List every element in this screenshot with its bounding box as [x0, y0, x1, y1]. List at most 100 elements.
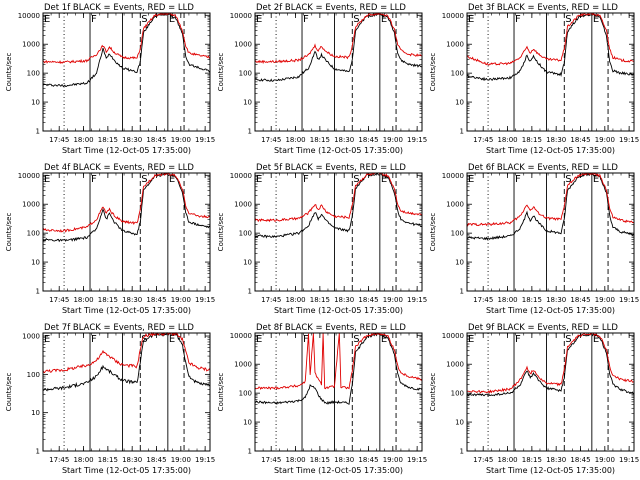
x-tick-label: 19:15 — [407, 296, 427, 304]
x-tick-label: 17:45 — [49, 456, 69, 464]
plot-frame — [466, 12, 635, 132]
x-tick-label: 18:45 — [146, 136, 166, 144]
x-tick-label: 17:45 — [261, 136, 281, 144]
y-tick-label: 100 — [27, 230, 40, 238]
y-axis-label: Counts/sec — [429, 53, 437, 92]
x-tick-label: 19:15 — [619, 296, 639, 304]
panel-title: Det 7f BLACK = Events, RED = LLD — [44, 323, 194, 333]
x-tick-label: 18:15 — [98, 296, 118, 304]
series-lld-line — [466, 12, 635, 66]
x-axis-label: Start Time (12-Oct-05 17:35:00) — [62, 466, 191, 475]
y-tick-label: 100 — [27, 70, 40, 78]
x-tick-label: 18:00 — [73, 296, 93, 304]
y-axis-label: Counts/sec — [217, 53, 225, 92]
y-tick-label: 10000 — [230, 332, 252, 340]
marker-label: E — [468, 174, 474, 185]
y-axis-label: Counts/sec — [5, 213, 13, 252]
x-tick-label: 19:15 — [195, 456, 215, 464]
y-tick-label: 1000 — [446, 361, 464, 369]
marker-label: E — [256, 174, 262, 185]
y-tick-label: 100 — [27, 371, 40, 379]
x-tick-label: 17:45 — [261, 296, 281, 304]
x-tick-label: 19:00 — [595, 296, 615, 304]
x-tick-label: 19:00 — [383, 456, 403, 464]
y-tick-label: 1 — [460, 128, 464, 136]
y-tick-label: 100 — [239, 390, 252, 398]
x-tick-label: 18:15 — [310, 296, 330, 304]
x-tick-label: 17:45 — [473, 136, 493, 144]
y-axis-label: Counts/sec — [429, 213, 437, 252]
x-tick-label: 17:45 — [261, 456, 281, 464]
marker-label: F — [303, 174, 309, 185]
marker-label: E — [593, 174, 599, 185]
marker-label: S — [353, 334, 359, 345]
x-tick-label: 18:30 — [122, 296, 142, 304]
x-axis-label: Start Time (12-Oct-05 17:35:00) — [62, 306, 191, 315]
panel-det-1: Det 1f BLACK = Events, RED = LLD Counts/s… — [5, 3, 215, 155]
x-tick-label: 18:15 — [98, 456, 118, 464]
plot-frame — [42, 172, 211, 292]
x-tick-label: 18:00 — [73, 456, 93, 464]
panel-title: Det 1f BLACK = Events, RED = LLD — [44, 3, 194, 13]
marker-label: S — [565, 334, 571, 345]
y-tick-label: 10 — [243, 259, 252, 267]
x-tick-label: 18:00 — [497, 456, 517, 464]
marker-label: F — [91, 14, 97, 25]
marker-label: S — [565, 14, 571, 25]
x-tick-label: 18:30 — [546, 136, 566, 144]
x-tick-label: 19:15 — [407, 136, 427, 144]
marker-label: S — [141, 174, 147, 185]
x-axis-label: Start Time (12-Oct-05 17:35:00) — [274, 466, 403, 475]
series-lld-line — [42, 331, 211, 374]
y-axis-label: Counts/sec — [429, 373, 437, 412]
x-tick-label: 18:30 — [546, 456, 566, 464]
x-tick-label: 19:00 — [171, 456, 191, 464]
marker-label: F — [303, 334, 309, 345]
series-events-line — [42, 172, 211, 243]
y-tick-label: 1000 — [22, 201, 40, 209]
marker-label: E — [593, 334, 599, 345]
x-tick-label: 17:45 — [49, 296, 69, 304]
plot-frame — [42, 12, 211, 132]
y-tick-label: 1 — [460, 288, 464, 296]
x-tick-label: 18:15 — [98, 136, 118, 144]
x-tick-label: 18:30 — [334, 456, 354, 464]
x-tick-label: 18:30 — [334, 136, 354, 144]
panel-det-6: Det 6f BLACK = Events, RED = LLD Counts/s… — [429, 163, 639, 315]
marker-label: E — [44, 14, 50, 25]
series-lld-line — [254, 172, 423, 223]
x-axis-label: Start Time (12-Oct-05 17:35:00) — [486, 146, 615, 155]
plot-frame — [254, 332, 423, 452]
panel-title: Det 9f BLACK = Events, RED = LLD — [468, 323, 618, 333]
marker-label: E — [468, 334, 474, 345]
x-tick-label: 18:30 — [546, 296, 566, 304]
y-tick-label: 10 — [31, 409, 40, 417]
x-tick-label: 19:15 — [195, 136, 215, 144]
series-lld-line — [254, 332, 423, 391]
marker-label: S — [353, 174, 359, 185]
marker-label: E — [593, 14, 599, 25]
y-tick-label: 10000 — [442, 172, 464, 180]
marker-label: E — [381, 14, 387, 25]
panel-title: Det 5f BLACK = Events, RED = LLD — [256, 163, 406, 173]
x-tick-label: 18:45 — [358, 456, 378, 464]
x-tick-label: 18:00 — [285, 456, 305, 464]
x-tick-label: 18:45 — [570, 456, 590, 464]
plot-frame — [466, 172, 635, 292]
y-tick-label: 100 — [239, 70, 252, 78]
series-events-line — [466, 13, 635, 81]
series-lld-line — [466, 172, 635, 227]
y-tick-label: 100 — [451, 230, 464, 238]
y-axis-label: Counts/sec — [217, 373, 225, 412]
y-axis-label: Counts/sec — [217, 213, 225, 252]
y-tick-label: 10000 — [18, 12, 40, 20]
x-tick-label: 18:45 — [570, 136, 590, 144]
marker-label: F — [515, 14, 521, 25]
y-tick-label: 1000 — [234, 361, 252, 369]
x-axis-label: Start Time (12-Oct-05 17:35:00) — [486, 466, 615, 475]
x-tick-label: 19:00 — [171, 296, 191, 304]
x-tick-label: 19:00 — [383, 136, 403, 144]
x-tick-label: 18:45 — [146, 456, 166, 464]
x-axis-label: Start Time (12-Oct-05 17:35:00) — [274, 146, 403, 155]
y-tick-label: 1000 — [446, 41, 464, 49]
